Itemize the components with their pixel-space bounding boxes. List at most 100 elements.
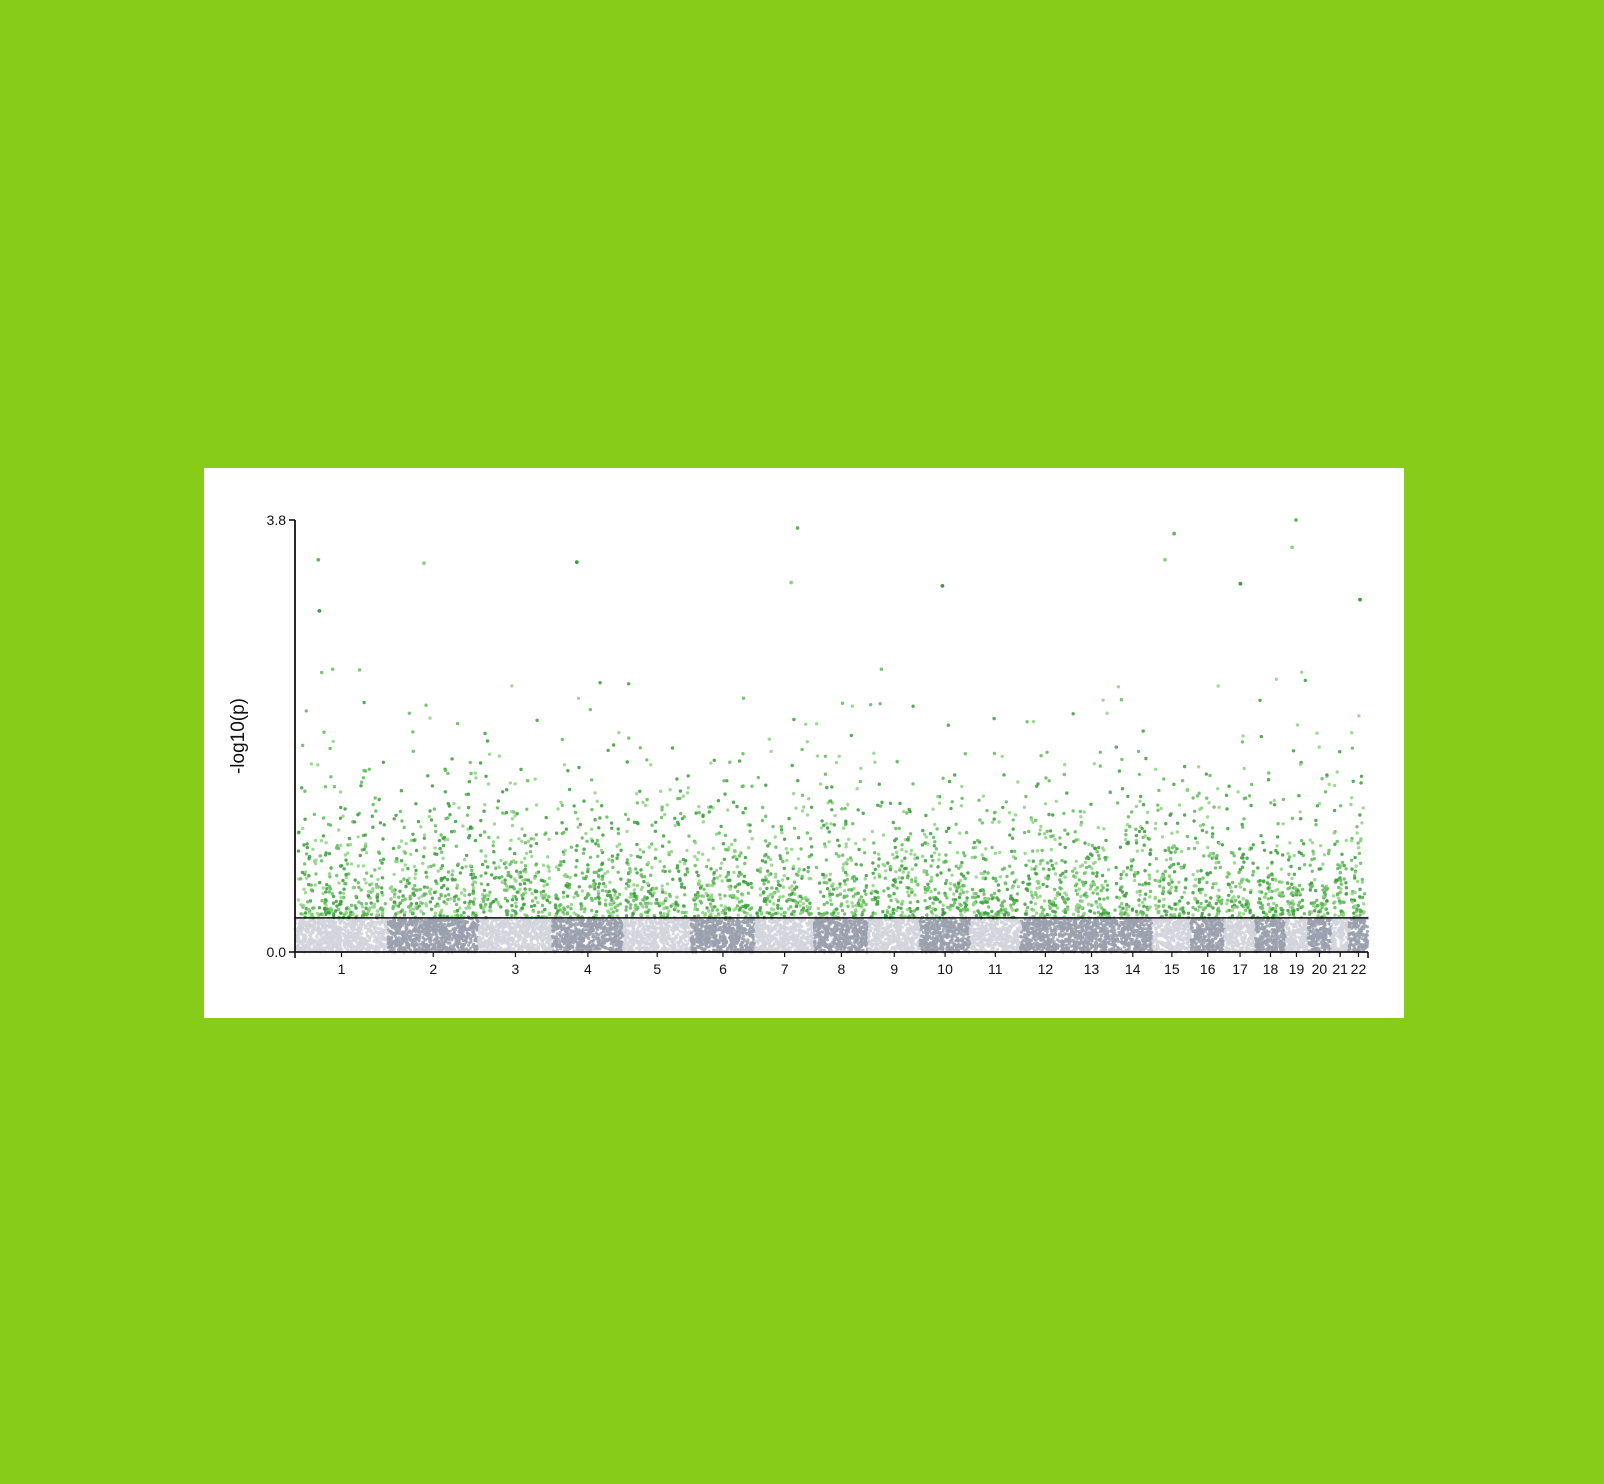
point-below-threshold — [315, 935, 319, 940]
point-below-threshold — [327, 925, 332, 929]
point-below-threshold — [328, 920, 332, 924]
point-below-threshold — [485, 924, 490, 928]
point-below-threshold — [750, 945, 754, 949]
point-below-threshold — [369, 919, 373, 923]
point-below-threshold — [717, 940, 721, 944]
point-below-threshold — [536, 937, 540, 941]
point-below-threshold — [802, 944, 806, 948]
point-below-threshold — [605, 918, 609, 923]
point-below-threshold — [526, 942, 530, 947]
point-below-threshold — [403, 921, 407, 925]
point-below-threshold — [696, 923, 700, 927]
point-below-threshold — [608, 932, 612, 936]
point-below-threshold — [692, 942, 696, 947]
point-below-threshold — [351, 934, 355, 938]
point-below-threshold — [647, 924, 651, 929]
point-below-threshold — [684, 943, 689, 947]
point-below-threshold — [414, 918, 418, 922]
point-below-threshold — [424, 945, 429, 949]
point-below-threshold — [782, 928, 787, 932]
point-below-threshold — [430, 947, 434, 951]
point-below-threshold — [531, 935, 535, 939]
point-below-threshold — [747, 923, 752, 927]
point-below-threshold — [545, 940, 549, 945]
point-below-threshold — [808, 923, 812, 927]
point-below-threshold — [587, 936, 591, 941]
point-below-threshold — [563, 937, 567, 941]
point-below-threshold — [342, 933, 347, 937]
point-below-threshold — [760, 940, 765, 944]
point-below-threshold — [523, 944, 528, 948]
point-below-threshold — [712, 941, 716, 945]
point-below-threshold — [481, 942, 485, 947]
point-below-threshold — [673, 946, 677, 950]
point-below-threshold — [646, 934, 650, 938]
point-below-threshold — [545, 926, 549, 930]
point-below-threshold — [582, 936, 586, 940]
point-below-threshold — [663, 922, 667, 926]
point-below-threshold — [715, 919, 719, 923]
point-below-threshold — [619, 924, 623, 928]
point-below-threshold — [775, 933, 779, 937]
point-below-threshold — [749, 948, 753, 952]
point-below-threshold — [386, 935, 390, 939]
point-below-threshold — [786, 927, 790, 931]
point-below-threshold — [800, 936, 804, 940]
point-below-threshold — [438, 943, 442, 947]
point-below-threshold — [576, 945, 580, 949]
point-below-threshold — [508, 922, 512, 926]
point-below-threshold — [574, 931, 578, 936]
point-below-threshold — [760, 926, 764, 930]
point-below-threshold — [610, 939, 614, 943]
point-below-threshold — [626, 921, 630, 925]
point-below-threshold — [773, 936, 777, 940]
point-below-threshold — [741, 934, 746, 938]
point-below-threshold — [364, 938, 369, 942]
point-below-threshold — [309, 939, 313, 943]
point-below-threshold — [595, 932, 599, 936]
point-below-threshold — [392, 922, 396, 926]
point-below-threshold — [632, 921, 636, 925]
point-below-threshold — [592, 943, 596, 947]
point-below-threshold — [660, 946, 664, 950]
point-below-threshold — [370, 946, 374, 950]
point-below-threshold — [767, 927, 771, 931]
point-below-threshold — [465, 931, 469, 935]
point-below-threshold — [304, 925, 308, 930]
point-below-threshold — [731, 926, 735, 930]
point-below-threshold — [411, 937, 416, 942]
point-below-threshold — [554, 935, 558, 939]
point-below-threshold — [787, 945, 791, 949]
point-below-threshold — [418, 934, 422, 938]
point-below-threshold — [400, 941, 404, 945]
point-below-threshold — [753, 939, 757, 943]
point-below-threshold — [703, 931, 707, 935]
point-below-threshold — [756, 920, 760, 924]
point-below-threshold — [424, 920, 428, 925]
point-below-threshold — [578, 935, 582, 940]
point-below-threshold — [750, 929, 754, 934]
point-below-threshold — [661, 930, 665, 934]
point-below-threshold — [400, 918, 404, 922]
point-below-threshold — [557, 933, 561, 937]
point-below-threshold — [392, 932, 396, 936]
point-below-threshold — [434, 927, 438, 931]
point-below-threshold — [343, 928, 347, 932]
point-below-threshold — [540, 944, 544, 948]
point-below-threshold — [713, 934, 718, 939]
point-below-threshold — [406, 937, 410, 941]
point-below-threshold — [580, 929, 584, 933]
point-below-threshold — [784, 920, 788, 924]
point-below-threshold — [658, 931, 662, 935]
point-below-threshold — [569, 939, 573, 943]
point-below-threshold — [672, 936, 676, 941]
point-below-threshold — [606, 947, 610, 951]
point-below-threshold — [760, 919, 764, 923]
point-below-threshold — [340, 948, 344, 952]
point-below-threshold — [603, 933, 607, 937]
point-below-threshold — [602, 926, 606, 930]
point-below-threshold — [563, 928, 567, 932]
point-below-threshold — [480, 931, 484, 935]
point-below-threshold — [359, 947, 363, 952]
point-below-threshold — [653, 926, 657, 930]
